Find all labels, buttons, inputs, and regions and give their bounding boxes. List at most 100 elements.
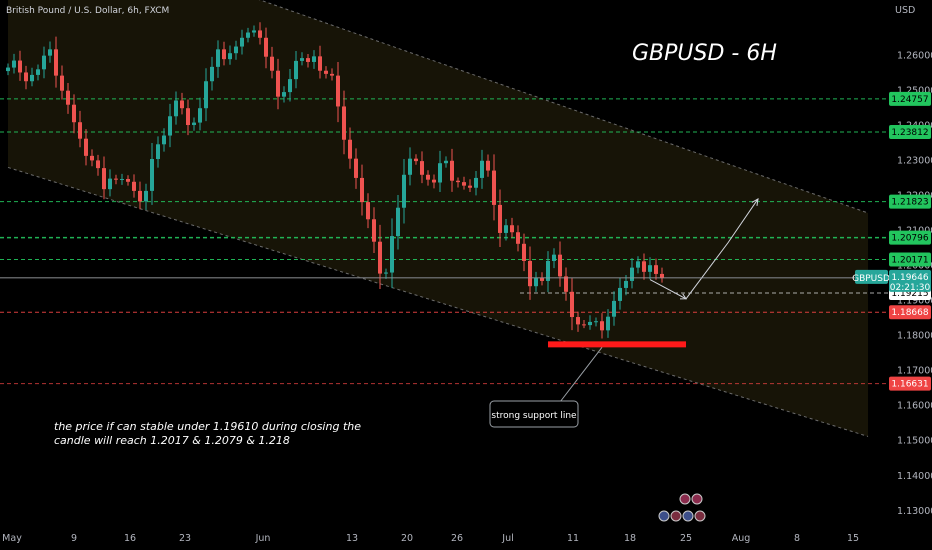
candle-body (210, 66, 214, 82)
candle-body (582, 324, 586, 326)
price-tick-label: 1.25000 (897, 85, 932, 96)
price-tick-label: 1.14000 (897, 471, 932, 482)
time-tick-label: 20 (401, 533, 413, 544)
symbol-title[interactable]: British Pound / U.S. Dollar, 6h, FXCM (6, 6, 169, 16)
price-level-badge-text: 1.19215 (891, 289, 928, 299)
candle-body (12, 60, 16, 68)
candle-body (42, 55, 46, 70)
time-tick-label: 11 (567, 533, 579, 544)
candle-body (168, 116, 172, 136)
candle-body (36, 69, 40, 75)
time-axis[interactable]: May 9 16 23 Jun 13 20 26 Jul 11 18 25 Aug 8 15 (2, 533, 859, 544)
candle-body (174, 100, 178, 117)
candle-body (120, 178, 124, 180)
candle-body (630, 267, 634, 281)
candle-body (180, 100, 184, 109)
candle-body (564, 276, 568, 292)
us-flag-icon[interactable] (658, 510, 670, 522)
candle-body (186, 108, 190, 126)
time-tick-label: Jul (501, 533, 513, 544)
candle-body (18, 60, 22, 73)
candle-body (462, 182, 466, 186)
uk-flag-icon[interactable] (679, 493, 691, 505)
candle-body (114, 178, 118, 180)
support-callout: strong support line (489, 400, 579, 428)
uk-flag-icon[interactable] (670, 510, 682, 522)
candle-body (252, 30, 256, 33)
projection-arrow-head (751, 198, 759, 206)
candle-body (492, 170, 496, 205)
candle-body (528, 260, 532, 287)
time-tick-label: 26 (451, 533, 463, 544)
price-tick-label: 1.19000 (897, 296, 932, 307)
candle-body (366, 202, 370, 220)
candle-body (282, 92, 286, 97)
candle-body (138, 190, 142, 202)
candle-body (486, 160, 490, 171)
price-level-badge-text: 1.23812 (891, 128, 928, 138)
candle-body (438, 163, 442, 183)
candle-body (288, 79, 292, 93)
note-line-2: candle will reach 1.2017 & 1.2079 & 1.21… (54, 434, 290, 447)
candle-body (204, 81, 208, 109)
candle-body (402, 174, 406, 208)
price-level-badge (889, 230, 931, 245)
price-level-badge (889, 376, 931, 391)
candlestick-series (6, 22, 664, 339)
candle-body (552, 254, 556, 261)
candle-body (228, 53, 232, 60)
candle-body (336, 75, 340, 107)
channel-area (8, 0, 868, 437)
candle-body (270, 56, 274, 71)
candle-body (480, 160, 484, 178)
candle-body (54, 49, 58, 76)
dip-arrow-head (679, 293, 687, 300)
candle-body (498, 204, 502, 233)
price-level-badge (889, 194, 931, 209)
candle-body (408, 158, 412, 175)
candle-body (24, 72, 28, 82)
callout-box (489, 400, 579, 428)
price-tick-label: 1.16000 (897, 401, 932, 412)
candle-body (108, 178, 112, 190)
candle-body (306, 58, 310, 62)
candle-body (360, 177, 364, 203)
candle-body (618, 287, 622, 301)
event-icons[interactable] (658, 493, 706, 522)
descending-channel (7, 0, 869, 437)
candle-body (474, 177, 478, 188)
time-tick-label: 23 (179, 533, 191, 544)
price-level-badge-text: 1.18668 (891, 308, 928, 318)
candle-body (60, 75, 64, 91)
price-tick-label: 1.18000 (897, 331, 932, 342)
price-tick-label: 1.13000 (897, 506, 932, 517)
candle-body (450, 160, 454, 181)
time-tick-label: May (2, 533, 22, 544)
candle-body (222, 49, 226, 60)
candle-body (594, 321, 598, 323)
candle-body (384, 272, 388, 274)
time-tick-label: 15 (847, 533, 859, 544)
us-flag-icon[interactable] (682, 510, 694, 522)
candle-body (426, 174, 430, 180)
price-level-badge-text: 1.20796 (891, 234, 928, 244)
candle-body (264, 37, 268, 57)
time-tick-label: 18 (624, 533, 636, 544)
candle-body (126, 178, 130, 182)
candle-body (102, 168, 106, 190)
candle-body (354, 158, 358, 178)
price-tick-label: 1.17000 (897, 366, 932, 377)
uk-flag-icon[interactable] (694, 510, 706, 522)
candle-body (246, 32, 250, 38)
channel-lower-line (7, 166, 869, 437)
candle-body (636, 261, 640, 268)
candle-body (642, 261, 646, 272)
projection-path (649, 198, 759, 300)
symbol-tag (855, 269, 888, 284)
candle-body (198, 108, 202, 123)
drawings (548, 198, 759, 403)
note-line-1: the price if can stable under 1.19610 du… (54, 420, 361, 433)
us-flag-icon[interactable] (691, 493, 703, 505)
candle-body (48, 49, 52, 56)
